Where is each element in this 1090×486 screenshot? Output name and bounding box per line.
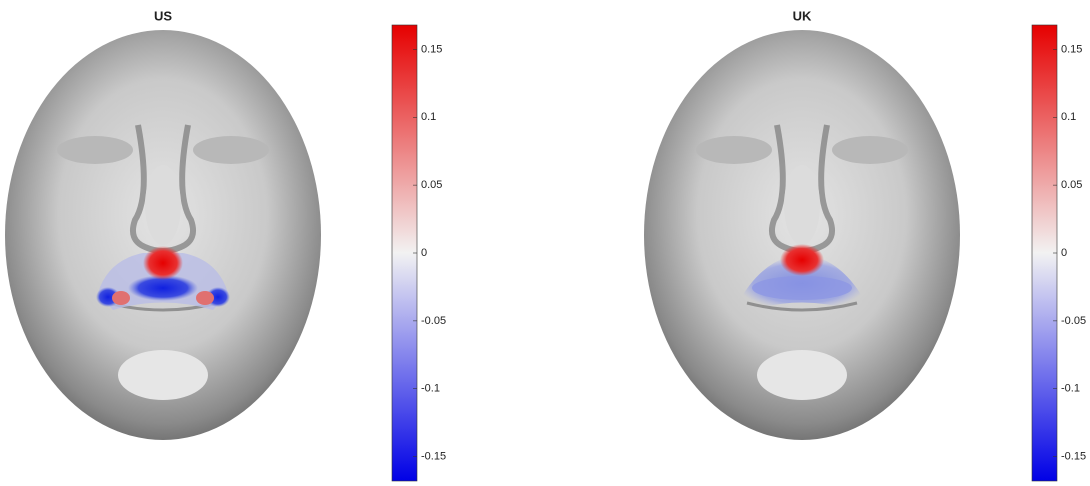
colorbar-tick-label: -0.05 [421,315,446,327]
panel-title: US [154,8,172,23]
colorbar-tick-label: -0.1 [1061,383,1080,395]
colorbar-tick-label: -0.1 [421,383,440,395]
colorbar-tick-label: 0.05 [1061,179,1082,191]
face-us [5,30,321,440]
panel-title: UK [793,8,812,23]
colorbar-tick-label: -0.05 [1061,315,1086,327]
colorbar [1031,24,1058,482]
colorbar-tick-label: 0.1 [421,111,436,123]
colorbar-tick-label: -0.15 [421,450,446,462]
colorbar-tick-label: 0.1 [1061,111,1076,123]
colorbar [391,24,418,482]
face-uk [644,30,960,440]
colorbar-tick-label: 0 [421,247,427,259]
colorbar-tick-label: 0 [1061,247,1067,259]
colorbar-tick-label: 0.15 [421,43,442,55]
colorbar-tick-label: 0.05 [421,179,442,191]
colorbar-tick-label: 0.15 [1061,43,1082,55]
colorbar-tick-label: -0.15 [1061,450,1086,462]
